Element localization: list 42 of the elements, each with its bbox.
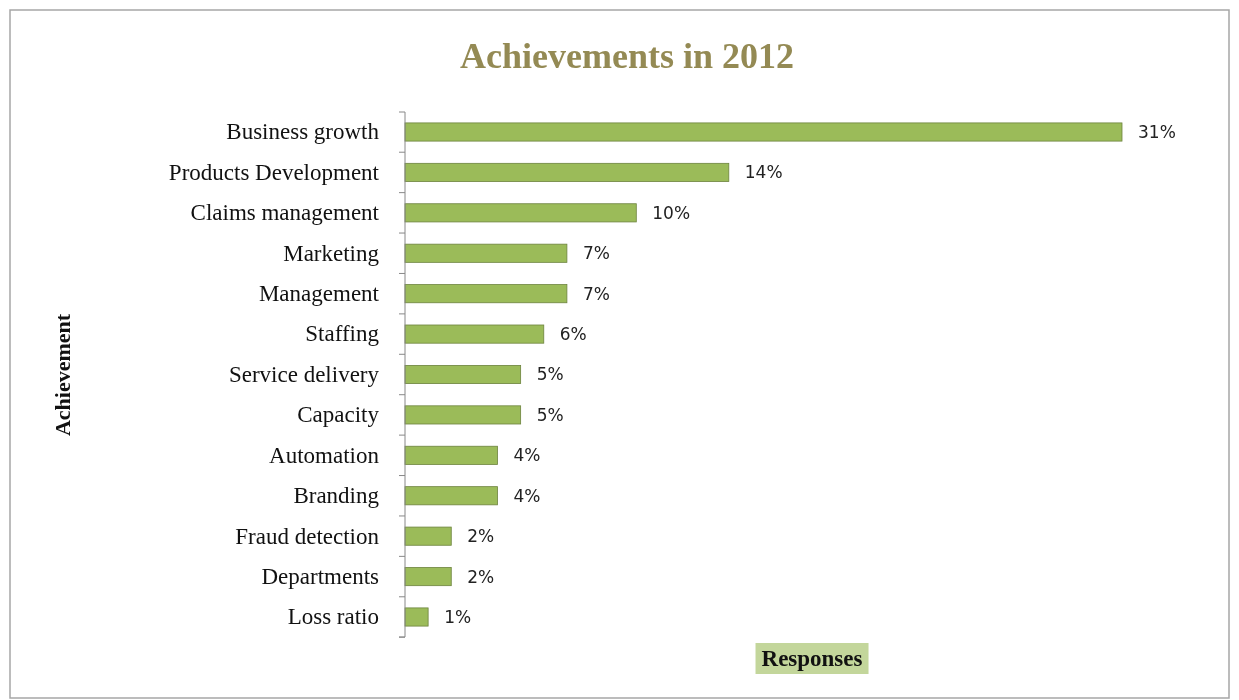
bar [404, 607, 429, 627]
data-label: 5% [536, 404, 564, 425]
data-label: 31% [1138, 121, 1176, 142]
data-label: 2% [467, 566, 495, 587]
y-tick-label: Products Development [168, 159, 380, 185]
bar [404, 243, 568, 263]
data-label: 7% [582, 243, 610, 264]
data-label: 4% [513, 445, 541, 466]
y-tick-label: Fraud detection [235, 523, 380, 549]
bar [404, 162, 730, 182]
data-label: 4% [513, 485, 541, 506]
y-tick-label: Service delivery [228, 361, 380, 387]
y-tick-label: Business growth [226, 119, 380, 145]
y-tick-label: Capacity [297, 402, 380, 428]
bar [404, 526, 452, 546]
data-label: 6% [559, 324, 587, 345]
chart-title: Achievements in 2012 [460, 36, 794, 76]
y-axis-title: Achievement [50, 313, 75, 437]
data-label: 2% [467, 526, 495, 547]
bar [404, 445, 498, 465]
y-tick-label: Loss ratio [287, 604, 379, 630]
bar [404, 203, 637, 223]
data-label: 14% [744, 162, 783, 183]
x-axis-title: Responses [761, 646, 863, 671]
y-tick-label: Management [258, 281, 380, 307]
y-tick-label: Marketing [283, 240, 380, 266]
bar [404, 405, 522, 425]
bar [404, 365, 522, 384]
bar [404, 122, 1123, 142]
y-tick-label: Staffing [305, 321, 380, 347]
data-label: 10% [652, 202, 691, 223]
data-label: 5% [536, 364, 564, 385]
y-tick-label: Automation [269, 442, 380, 468]
bar [404, 567, 452, 587]
bar [404, 324, 545, 344]
data-label: 1% [444, 606, 472, 627]
y-tick-label: Departments [261, 563, 380, 589]
data-label: 7% [582, 283, 610, 304]
bar [404, 284, 568, 304]
y-tick-label: Branding [293, 483, 380, 509]
bar [404, 486, 498, 506]
y-tick-label: Claims management [190, 200, 380, 226]
